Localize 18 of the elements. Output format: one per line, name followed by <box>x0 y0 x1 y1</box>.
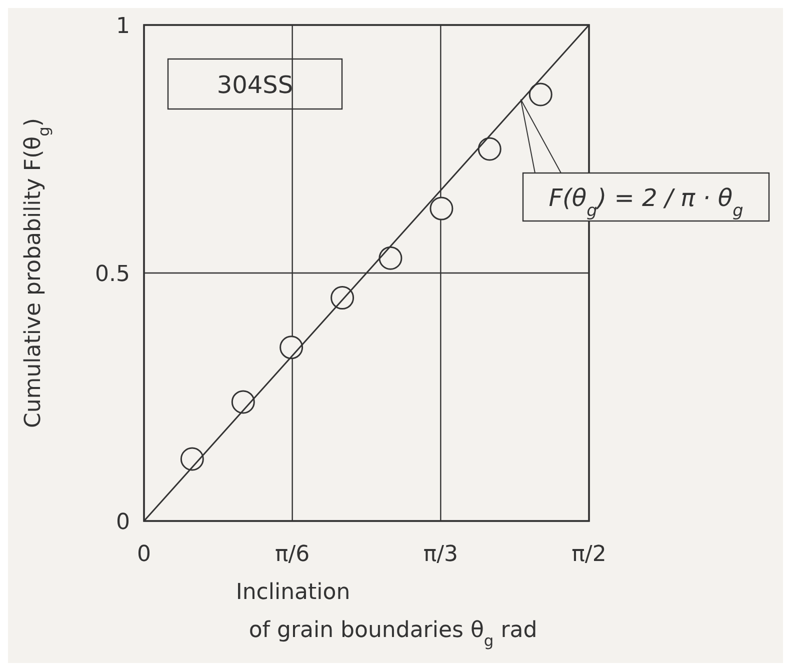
point <box>378 246 402 270</box>
point <box>430 196 454 220</box>
annotation: 304SS <box>216 71 294 99</box>
y-tick-label: 1 <box>116 14 130 39</box>
x-tick-label: π/2 <box>572 542 606 567</box>
y-tick-label: 0.5 <box>95 262 130 287</box>
point <box>478 137 502 161</box>
point <box>180 447 204 471</box>
x-tick-label: 0 <box>137 542 151 567</box>
x-tick-label: π/3 <box>423 542 458 567</box>
x-tick-label: π/6 <box>275 542 310 567</box>
annotation: F(θ$_{g}$) = 2 / π · θ$_{g}$ <box>548 184 744 220</box>
point <box>330 286 354 310</box>
point <box>528 82 552 106</box>
point <box>231 390 255 414</box>
y-tick-label: 0 <box>116 510 130 535</box>
x-axis-title: Inclination of grain boundaries θ$_{g}$ rad <box>236 580 538 650</box>
point <box>280 336 304 360</box>
